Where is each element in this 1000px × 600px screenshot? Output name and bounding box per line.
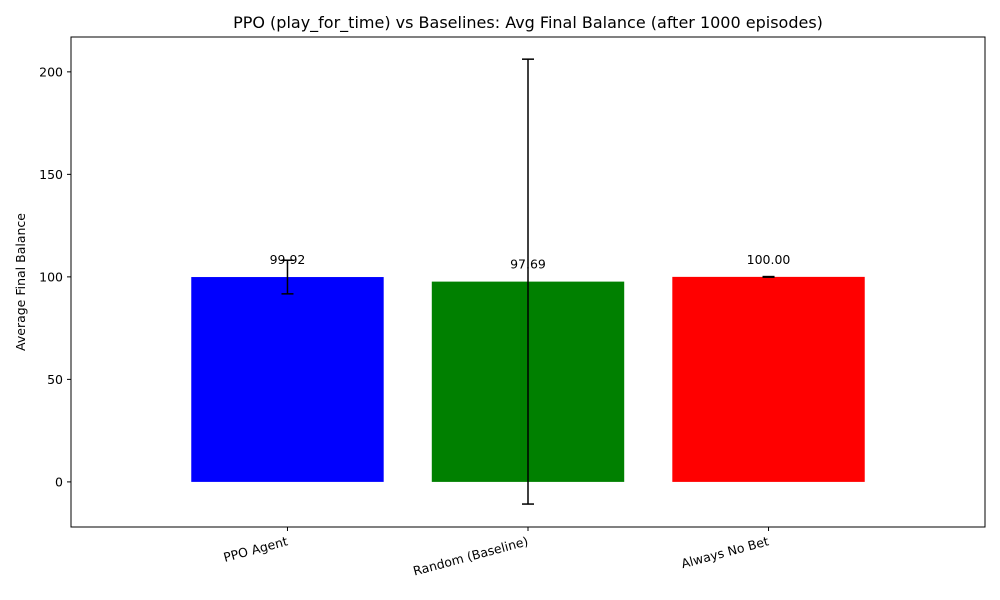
y-tick-label: 200 [39,64,63,79]
bar-3 [672,276,865,482]
x-tick-label: Random (Baseline) [411,533,529,578]
y-tick-label: 100 [39,269,63,284]
y-tick-label: 50 [47,372,63,387]
plot-frame [70,36,986,528]
data-label-3: 100.00 [747,252,791,267]
data-label-2: 97.69 [510,257,546,272]
y-axis-label: Average Final Balance [13,213,28,351]
chart-title: PPO (play_for_time) vs Baselines: Avg Fi… [233,13,823,33]
bar-1 [191,277,384,482]
y-tick-label: 0 [55,474,63,489]
x-tick-label: PPO Agent [222,533,290,565]
y-tick-label: 150 [39,167,63,182]
data-label-1: 99.92 [270,252,306,267]
x-tick-label: Always No Bet [680,533,771,571]
